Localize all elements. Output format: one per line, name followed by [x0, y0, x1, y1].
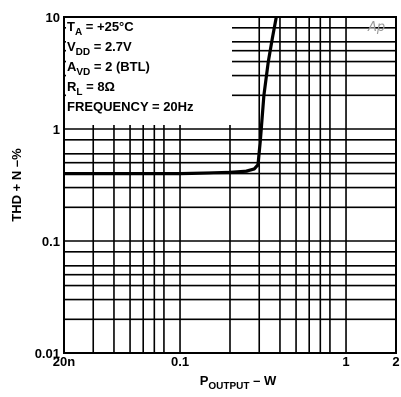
x-axis-label: POUTPUT – W	[200, 373, 277, 392]
x-tick-label: 2	[392, 354, 399, 369]
condition-line: RL = 8Ω	[67, 79, 115, 98]
series-layer	[64, 16, 278, 176]
x-tick-label: 20n	[53, 354, 75, 369]
y-tick-label: 10	[46, 10, 60, 25]
y-tick-label: 0.01	[35, 346, 60, 361]
y-tick-label: 0.1	[42, 234, 60, 249]
plot-frame	[63, 16, 397, 354]
y-axis-label: THD + N –%	[9, 148, 24, 222]
x-tick-label: 1	[342, 354, 349, 369]
tick-labels: 20n 0.1 1 2 0.01 0.1 1 10	[35, 10, 400, 369]
y-tick-label: 1	[53, 122, 60, 137]
conditions-background	[66, 18, 232, 125]
condition-line: AVD = 2 (BTL)	[67, 59, 150, 78]
ap-watermark: Ap	[367, 20, 385, 35]
condition-line: TA = +25°C	[67, 19, 134, 38]
x-tick-label: 0.1	[171, 354, 189, 369]
condition-line: VDD = 2.7V	[67, 39, 132, 58]
series-line	[64, 16, 278, 176]
condition-line: FREQUENCY = 20Hz	[67, 99, 194, 114]
